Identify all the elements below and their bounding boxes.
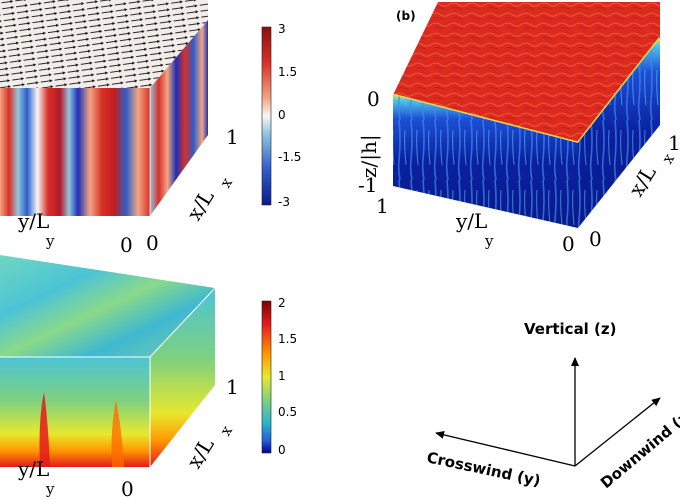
panel-c-colorbar-ticks: 2 1.5 1 0.5 0: [278, 296, 297, 457]
cb-a-tick-5: -3: [278, 195, 290, 209]
panel-b-ztick-1: -1: [358, 173, 377, 197]
panel-d: Vertical (z) Crosswind (y) Downwind (x): [425, 320, 680, 492]
panel-a-xtick-0: 0: [120, 233, 133, 257]
panel-b-y-label-sub: y: [484, 232, 494, 250]
panel-c-front-face: [0, 357, 150, 467]
panel-b-z-label: z/|h|: [357, 134, 382, 178]
panel-c-side-face: [150, 288, 215, 467]
cb-a-tick-2: 1.5: [278, 65, 297, 79]
cb-c-tick-5: 0: [278, 443, 286, 457]
panel-c-x-label: x/L: [182, 433, 219, 472]
panel-a-top-face: [0, 0, 208, 88]
panel-a-colorbar-ticks: 3 1.5 0 -1.5 -3: [278, 22, 301, 209]
panel-b-xtick-0: 0: [589, 227, 602, 251]
panel-a-x-label: x/L: [182, 185, 219, 224]
panel-b-xtick-1: 1: [668, 131, 680, 155]
cb-a-tick-1: 3: [278, 22, 286, 36]
panel-a: 3 1.5 0 -1.5 -3 1 0 0 x/L x y/L y: [0, 0, 301, 257]
panel-a-x-label-sub: x: [216, 174, 236, 191]
panel-b-top-face: [393, 2, 660, 143]
vertical-label: Vertical (z): [524, 320, 617, 338]
cb-c-tick-3: 1: [278, 369, 286, 383]
cb-c-tick-1: 2: [278, 296, 286, 310]
cb-a-tick-3: 0: [278, 108, 286, 122]
panel-b-label: (b): [396, 9, 416, 23]
panel-b-axes: 0 -1 z/|h| 1 0 0 1 y/L y x/L x: [357, 87, 680, 256]
panel-c-top-face: [0, 255, 215, 357]
panel-b-x-label: x/L: [624, 161, 661, 200]
panel-b-ytick-1: 1: [376, 194, 389, 218]
crosswind-axis-arrow: [435, 430, 576, 467]
downwind-axis-arrow: [574, 397, 661, 467]
panel-a-xtick-1: 1: [226, 125, 239, 149]
downwind-label: Downwind (x): [597, 404, 680, 493]
panel-c-xtick-1: 1: [226, 375, 239, 399]
cb-c-tick-2: 1.5: [278, 332, 297, 346]
panel-c-y-label: y/L: [17, 457, 49, 481]
panel-a-ytick-0: 0: [146, 231, 159, 255]
panel-b-y-label: y/L: [455, 209, 487, 233]
panel-a-y-label-sub: y: [45, 232, 55, 250]
panel-b-ytick-0: 0: [562, 232, 575, 256]
panel-c: 2 1.5 1 0.5 0 1 0 x/L x y/L y: [0, 255, 297, 500]
panel-c-xtick-0: 0: [121, 477, 134, 500]
panel-c-colorbar: [261, 300, 272, 454]
panel-b: (b) 0 -1 z/|h| 1 0 0 1 y/L y x/L x: [357, 2, 680, 256]
panel-c-x-label-sub: x: [216, 422, 236, 439]
panel-a-front-face: [0, 88, 150, 216]
panel-c-y-label-sub: y: [45, 480, 55, 498]
panel-a-y-label: y/L: [17, 209, 49, 233]
panel-a-side-face: [150, 20, 208, 216]
panel-b-ztick-0: 0: [367, 87, 380, 111]
panel-a-colorbar: [261, 26, 272, 206]
cb-a-tick-4: -1.5: [278, 150, 301, 164]
cb-c-tick-4: 0.5: [278, 405, 297, 419]
